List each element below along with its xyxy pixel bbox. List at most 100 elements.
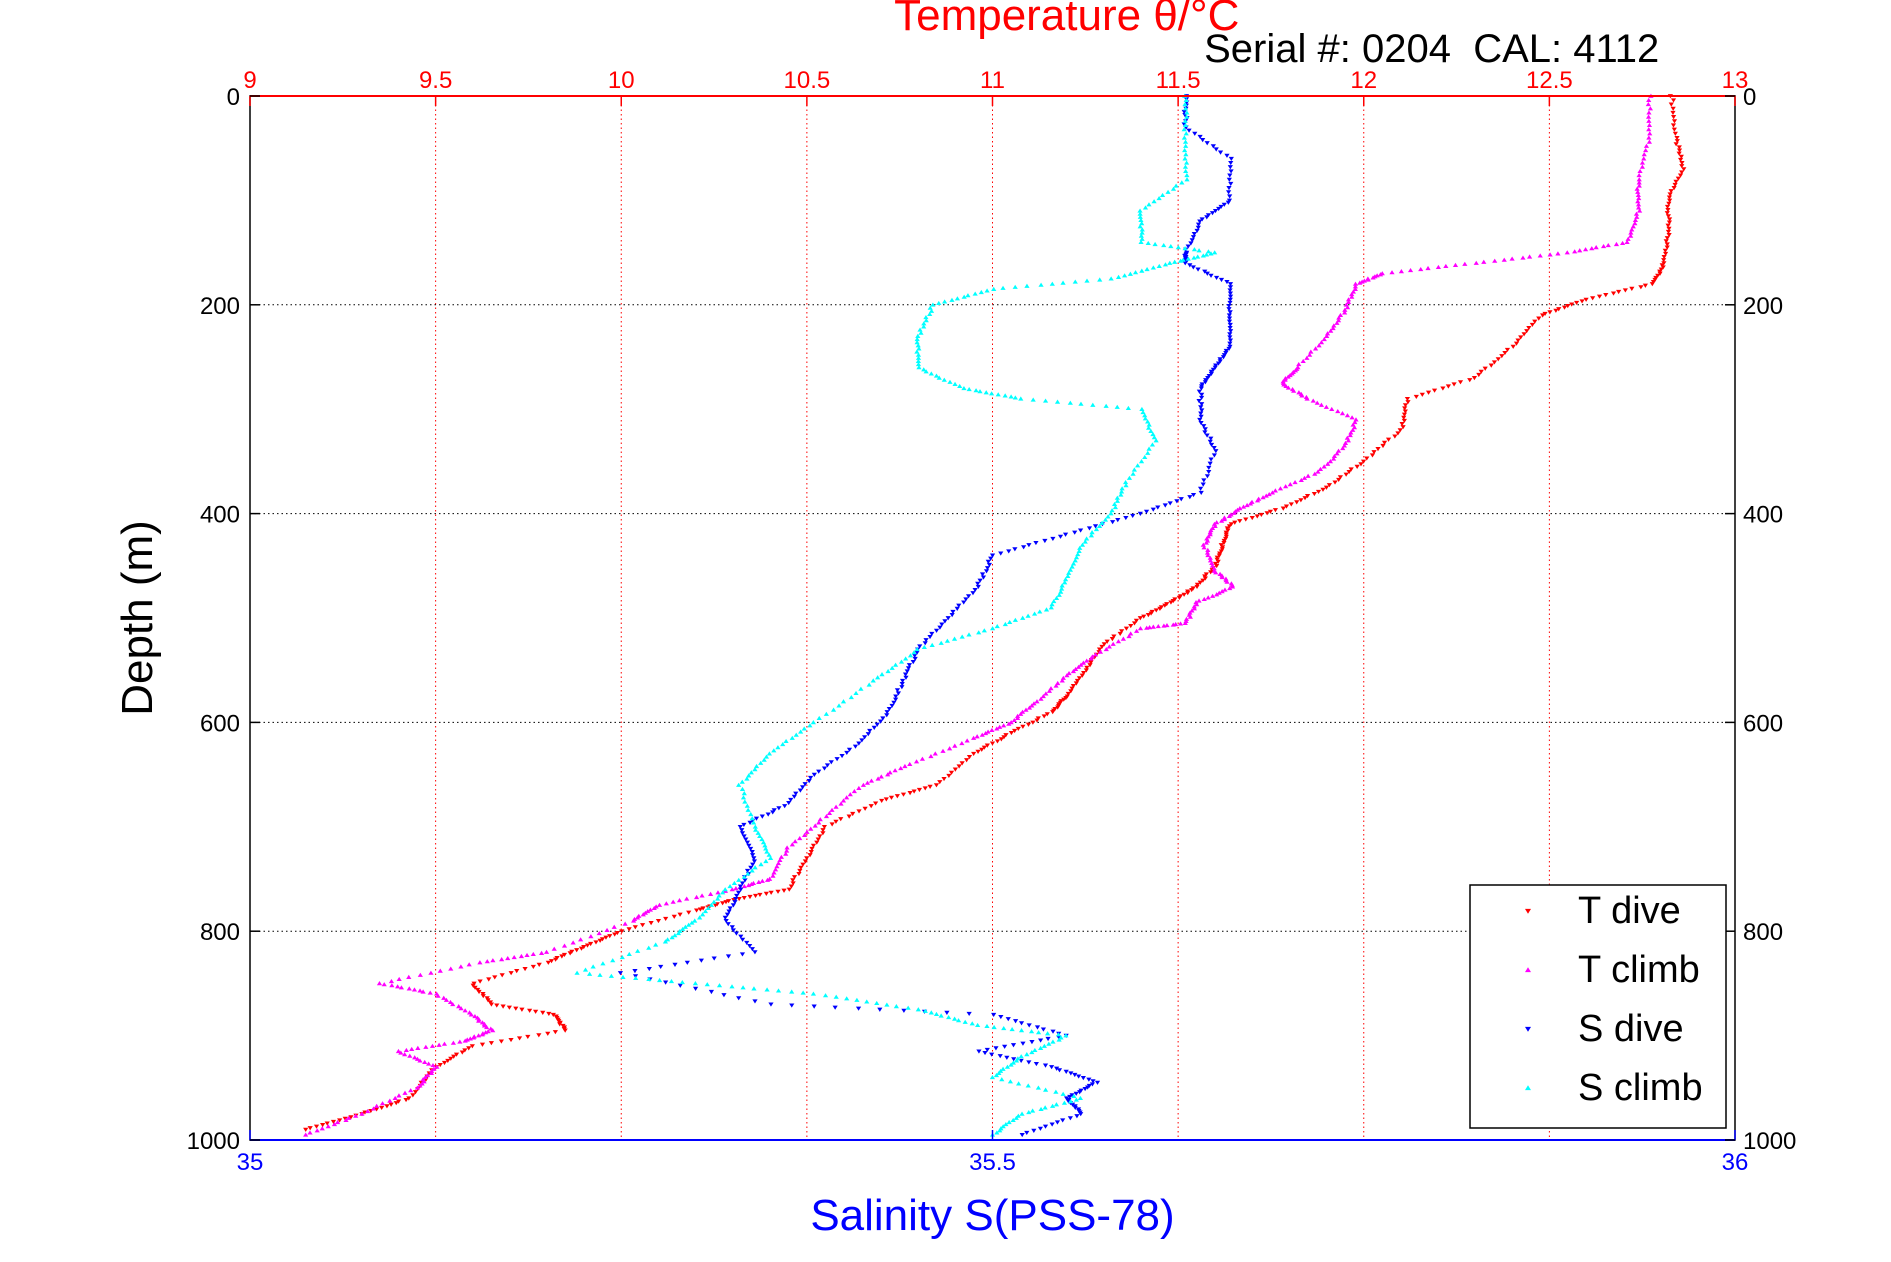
data-point — [1085, 1085, 1091, 1090]
data-point — [1308, 349, 1314, 354]
data-point — [1064, 673, 1070, 678]
data-point — [1083, 668, 1089, 673]
data-point — [1226, 304, 1232, 309]
data-point — [1292, 479, 1298, 485]
data-point — [1187, 263, 1193, 268]
data-point — [1553, 308, 1559, 313]
data-point — [1228, 156, 1234, 161]
data-point — [469, 1044, 475, 1049]
data-point — [1144, 625, 1150, 630]
data-point — [1224, 526, 1230, 531]
data-point — [1148, 428, 1154, 433]
data-point — [768, 1002, 774, 1007]
data-point — [1186, 128, 1192, 133]
data-point — [426, 1061, 432, 1066]
data-point — [730, 928, 736, 933]
data-point — [1054, 399, 1061, 404]
data-point — [1260, 495, 1266, 500]
data-point — [1249, 515, 1255, 521]
data-point — [1228, 181, 1234, 187]
data-point — [1206, 465, 1212, 471]
legend-label: T dive — [1578, 890, 1681, 932]
data-point — [1371, 450, 1377, 455]
data-point — [1139, 230, 1145, 235]
data-point — [1008, 394, 1014, 399]
data-point — [1079, 542, 1086, 547]
data-point — [936, 375, 942, 380]
data-point — [922, 641, 928, 646]
data-point — [1208, 570, 1214, 575]
data-point — [1495, 357, 1501, 362]
data-point — [984, 1047, 990, 1053]
data-point — [1198, 490, 1204, 496]
data-point — [1660, 265, 1666, 270]
data-point — [979, 732, 985, 737]
legend-label: S dive — [1578, 1008, 1684, 1050]
temperature-tick-label: 10 — [608, 67, 635, 94]
data-point — [1184, 114, 1190, 119]
data-point — [793, 732, 799, 737]
data-point — [665, 937, 671, 942]
data-point — [1639, 164, 1646, 169]
data-point — [1181, 109, 1187, 114]
data-point — [989, 1052, 995, 1057]
data-point — [428, 1070, 435, 1076]
data-point — [1150, 431, 1156, 437]
data-point — [647, 907, 654, 912]
data-point — [946, 1014, 952, 1020]
data-point — [915, 358, 921, 363]
data-point — [1058, 589, 1064, 594]
data-point — [781, 888, 787, 893]
data-point — [1679, 160, 1685, 166]
data-point — [806, 779, 812, 784]
data-point — [1137, 511, 1143, 516]
data-point — [1418, 266, 1424, 272]
data-point — [1076, 1074, 1082, 1079]
data-point — [484, 1024, 490, 1030]
data-point — [1267, 509, 1274, 514]
data-point — [1671, 127, 1677, 132]
data-point — [1028, 1029, 1035, 1034]
data-point — [406, 986, 412, 991]
data-point — [1337, 475, 1344, 480]
data-point — [927, 311, 933, 317]
series-s-dive — [617, 94, 1234, 1138]
data-point — [1476, 372, 1482, 378]
data-point — [1227, 585, 1233, 591]
data-point — [989, 553, 996, 558]
data-point — [989, 391, 995, 396]
data-point — [1183, 616, 1190, 621]
data-point — [476, 1018, 482, 1023]
data-point — [1221, 353, 1227, 358]
data-point — [1137, 211, 1143, 216]
data-point — [1225, 528, 1231, 533]
data-point — [1637, 208, 1643, 213]
data-point — [1056, 1037, 1062, 1042]
data-point — [893, 697, 899, 702]
data-point — [915, 1007, 921, 1012]
data-point — [626, 951, 632, 956]
data-point — [462, 1038, 468, 1043]
data-point — [1672, 131, 1678, 136]
data-point — [466, 962, 472, 967]
data-point — [1352, 286, 1358, 291]
data-point — [759, 878, 765, 883]
data-point — [994, 726, 1000, 731]
data-point — [1137, 208, 1143, 213]
data-point — [1679, 164, 1685, 169]
data-point — [1619, 240, 1626, 246]
data-point — [1072, 558, 1078, 563]
data-point — [1003, 1122, 1009, 1127]
data-point — [962, 1019, 968, 1024]
data-point — [1492, 258, 1498, 263]
data-point — [1635, 205, 1642, 210]
data-point — [1305, 473, 1311, 478]
data-point — [768, 890, 774, 895]
data-point — [656, 902, 663, 907]
data-point — [887, 770, 893, 775]
data-point — [716, 983, 723, 988]
data-point — [651, 905, 657, 911]
data-point — [906, 663, 913, 668]
data-point — [1208, 273, 1214, 278]
data-point — [1344, 413, 1351, 418]
